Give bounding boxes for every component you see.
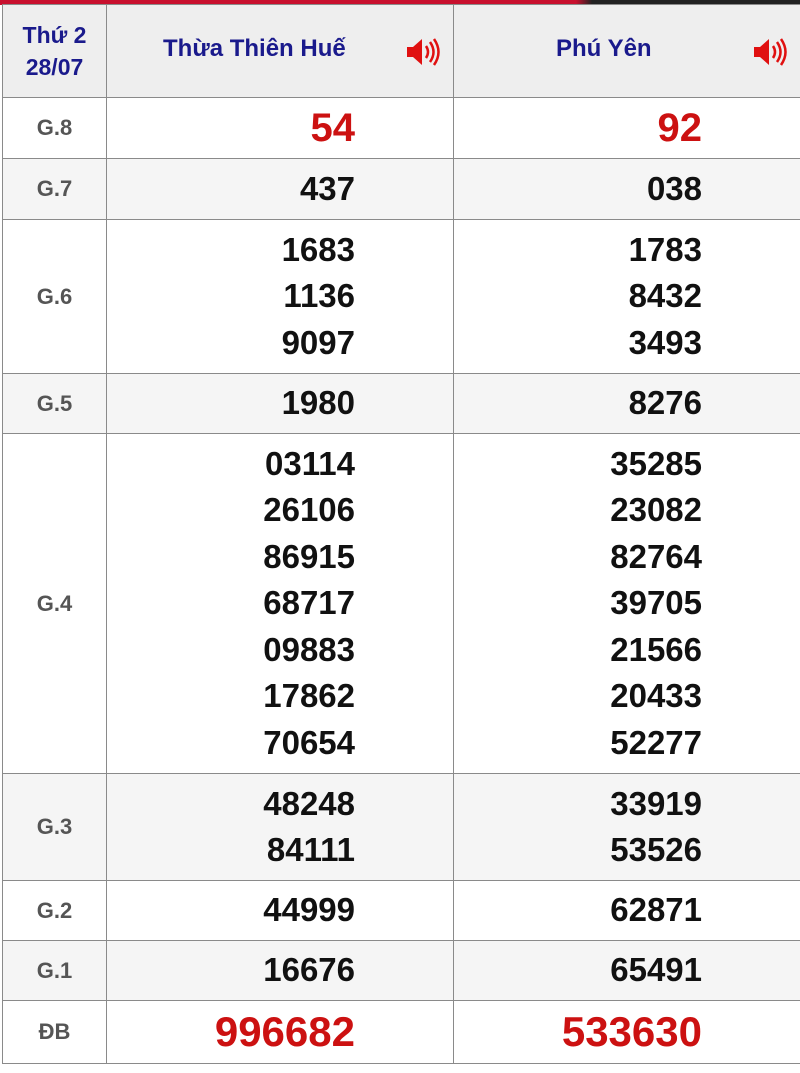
prize-numbers: 996682 xyxy=(106,1000,454,1064)
prize-number: 68717 xyxy=(263,584,355,622)
prize-numbers: 54 xyxy=(106,97,454,159)
prize-number: 62871 xyxy=(610,891,702,929)
prize-number: 9097 xyxy=(281,323,355,361)
province-name: Phú Yên xyxy=(556,35,652,62)
prize-numbers: 038 xyxy=(453,158,800,220)
prize-row: ĐB 996682 533630 xyxy=(2,1000,800,1064)
prize-row: G.2 44999 62871 xyxy=(2,880,800,941)
prize-number: 52277 xyxy=(610,723,702,761)
prize-number: 35285 xyxy=(610,444,702,482)
prize-label: G.1 xyxy=(2,940,107,1001)
prize-numbers: 65491 xyxy=(453,940,800,1001)
prize-label: G.3 xyxy=(2,773,107,881)
province-name: Thừa Thiên Huế xyxy=(163,35,346,62)
prize-number: 1980 xyxy=(281,384,355,422)
date-cell: Thứ 2 28/07 xyxy=(2,4,107,98)
prize-number: 16676 xyxy=(263,951,355,989)
prize-number: 33919 xyxy=(610,784,702,822)
prize-row: G.7 437 038 xyxy=(2,158,800,220)
speaker-icon[interactable] xyxy=(752,36,788,68)
prize-numbers: 35285 23082 82764 39705 21566 20433 52277 xyxy=(453,433,800,774)
prize-numbers: 437 xyxy=(106,158,454,220)
prize-number: 21566 xyxy=(610,630,702,668)
prize-label: G.2 xyxy=(2,880,107,941)
prize-row: G.4 03114 26106 86915 68717 09883 17862 70654 35… xyxy=(2,433,800,774)
prize-number: 23082 xyxy=(610,491,702,529)
prize-label: G.5 xyxy=(2,373,107,434)
prize-number: 82764 xyxy=(610,537,702,575)
prize-number: 8276 xyxy=(628,384,702,422)
prize-number: 1783 xyxy=(628,230,702,268)
header-row: Thứ 2 28/07 Thừa Thiên Huế Phú Yên xyxy=(2,4,800,98)
prize-row: G.5 1980 8276 xyxy=(2,373,800,434)
prize-label: ĐB xyxy=(2,1000,107,1064)
prize-numbers: 33919 53526 xyxy=(453,773,800,881)
prize-number: 533630 xyxy=(561,1007,702,1055)
lottery-results-table: Thứ 2 28/07 Thừa Thiên Huế Phú Yên G.8 54… xyxy=(2,4,800,1064)
prize-number: 54 xyxy=(310,105,356,150)
prize-number: 1683 xyxy=(281,230,355,268)
prize-number: 09883 xyxy=(263,630,355,668)
prize-number: 038 xyxy=(646,169,702,207)
prize-numbers: 16676 xyxy=(106,940,454,1001)
prize-numbers: 8276 xyxy=(453,373,800,434)
prize-label: G.7 xyxy=(2,158,107,220)
prize-number: 3493 xyxy=(628,323,702,361)
prize-number: 20433 xyxy=(610,677,702,715)
prize-numbers: 1683 1136 9097 xyxy=(106,219,454,374)
prize-numbers: 1783 8432 3493 xyxy=(453,219,800,374)
prize-number: 48248 xyxy=(263,784,355,822)
prize-number: 26106 xyxy=(263,491,355,529)
prize-number: 65491 xyxy=(610,951,702,989)
prize-number: 44999 xyxy=(263,891,355,929)
prize-number: 39705 xyxy=(610,584,702,622)
prize-number: 996682 xyxy=(214,1007,355,1055)
prize-numbers: 92 xyxy=(453,97,800,159)
prize-label: G.6 xyxy=(2,219,107,374)
prize-row: G.3 48248 84111 33919 53526 xyxy=(2,773,800,881)
prize-numbers: 44999 xyxy=(106,880,454,941)
prize-numbers: 62871 xyxy=(453,880,800,941)
prize-label: G.8 xyxy=(2,97,107,159)
province-header-phu-yen: Phú Yên xyxy=(453,4,800,98)
prize-number: 84111 xyxy=(266,831,355,868)
prize-number: 1136 xyxy=(283,277,355,315)
prize-numbers: 1980 xyxy=(106,373,454,434)
prize-number: 92 xyxy=(657,105,703,150)
prize-row: G.8 54 92 xyxy=(2,97,800,159)
prize-row: G.6 1683 1136 9097 1783 8432 3493 xyxy=(2,219,800,374)
province-header-hue: Thừa Thiên Huế xyxy=(106,4,454,98)
date-label: 28/07 xyxy=(25,54,84,80)
prize-number: 03114 xyxy=(265,444,355,482)
speaker-icon[interactable] xyxy=(405,36,441,68)
prize-number: 8432 xyxy=(628,277,702,315)
prize-label: G.4 xyxy=(2,433,107,774)
top-accent-bar xyxy=(0,0,800,5)
prize-number: 437 xyxy=(299,169,355,207)
day-label: Thứ 2 xyxy=(22,22,87,48)
prize-numbers: 03114 26106 86915 68717 09883 17862 70654 xyxy=(106,433,454,774)
prize-number: 70654 xyxy=(263,723,355,761)
prize-number: 17862 xyxy=(263,677,355,715)
prize-number: 86915 xyxy=(263,537,355,575)
prize-number: 53526 xyxy=(610,831,702,868)
prize-numbers: 48248 84111 xyxy=(106,773,454,881)
prize-numbers: 533630 xyxy=(453,1000,800,1064)
prize-row: G.1 16676 65491 xyxy=(2,940,800,1001)
